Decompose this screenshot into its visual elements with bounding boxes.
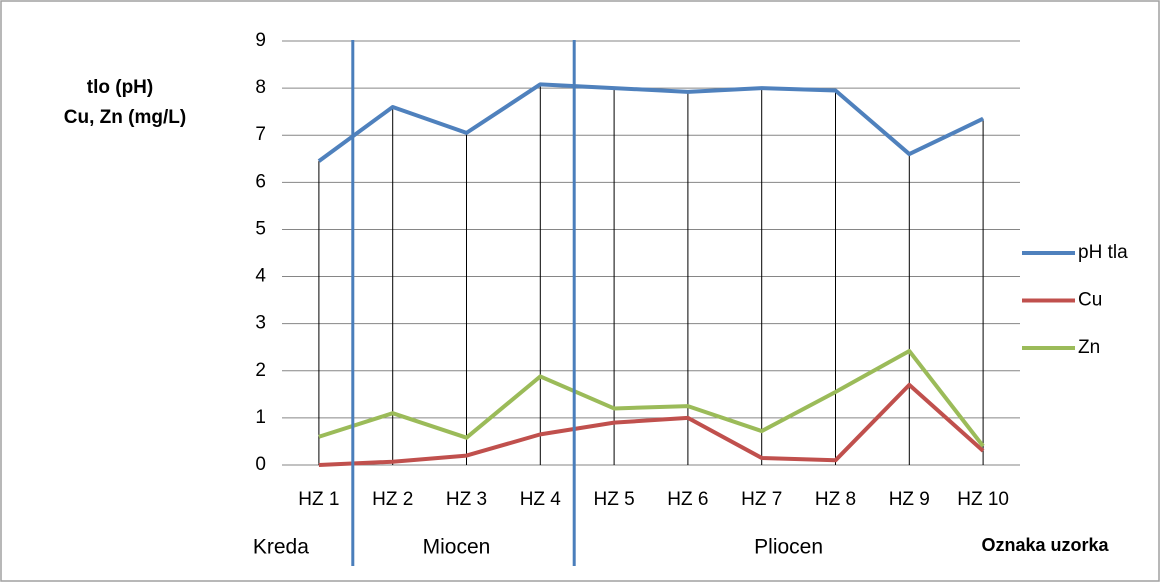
period-label: Kreda (253, 536, 309, 559)
y-axis-label: tlo (pH) (87, 77, 153, 98)
x-tick-label: HZ 2 (372, 489, 413, 510)
y-tick-label: 6 (255, 171, 266, 192)
period-label: Pliocen (754, 536, 823, 559)
x-axis-label: Oznaka uzorka (981, 535, 1109, 555)
legend-label: Zn (1078, 337, 1100, 358)
legend-label: Cu (1078, 290, 1102, 311)
x-tick-label: HZ 3 (446, 489, 487, 510)
period-label: Miocen (423, 536, 491, 559)
x-tick-label: HZ 6 (667, 489, 708, 510)
y-tick-label: 7 (255, 124, 266, 145)
legend-label: pH tla (1078, 242, 1128, 263)
y-tick-label: 1 (255, 407, 266, 428)
y-tick-label: 4 (255, 266, 266, 287)
y-tick-label: 5 (255, 218, 266, 239)
y-axis-label: Cu, Zn (mg/L) (64, 107, 186, 128)
series-line (318, 348, 985, 448)
y-tick-label: 2 (255, 360, 266, 381)
x-tick-label: HZ 9 (889, 489, 930, 510)
y-tick-label: 9 (255, 30, 266, 51)
x-tick-label: HZ 4 (520, 489, 562, 510)
x-tick-label: HZ 7 (741, 489, 782, 510)
x-tick-label: HZ 10 (957, 489, 1009, 510)
x-tick-label: HZ 5 (594, 489, 635, 510)
x-tick-label: HZ 8 (815, 489, 856, 510)
x-tick-label: HZ 1 (298, 489, 339, 510)
series-line (318, 382, 985, 467)
y-tick-label: 0 (255, 454, 266, 475)
y-tick-label: 8 (255, 77, 266, 98)
series-line (317, 82, 984, 163)
y-tick-label: 3 (255, 313, 266, 334)
